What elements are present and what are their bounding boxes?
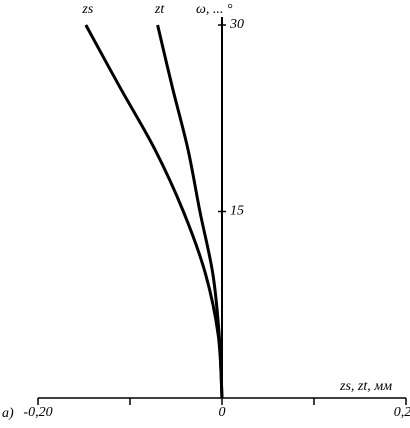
curve	[84, 24, 224, 399]
curve	[156, 24, 224, 399]
y-axis-label: ω, ... °	[196, 2, 233, 17]
legend-label: zs	[81, 2, 93, 17]
x-axis-label: zs, zt, мм	[339, 379, 392, 394]
y-tick-label: 30	[229, 17, 244, 32]
x-tick-label: -0,20	[23, 405, 52, 420]
x-tick-label: 0,20	[394, 405, 410, 420]
y-tick-label: 15	[230, 204, 244, 219]
panel-label: a)	[2, 406, 14, 421]
x-tick-label: 0	[219, 405, 226, 420]
legend-label: zt	[154, 2, 165, 17]
